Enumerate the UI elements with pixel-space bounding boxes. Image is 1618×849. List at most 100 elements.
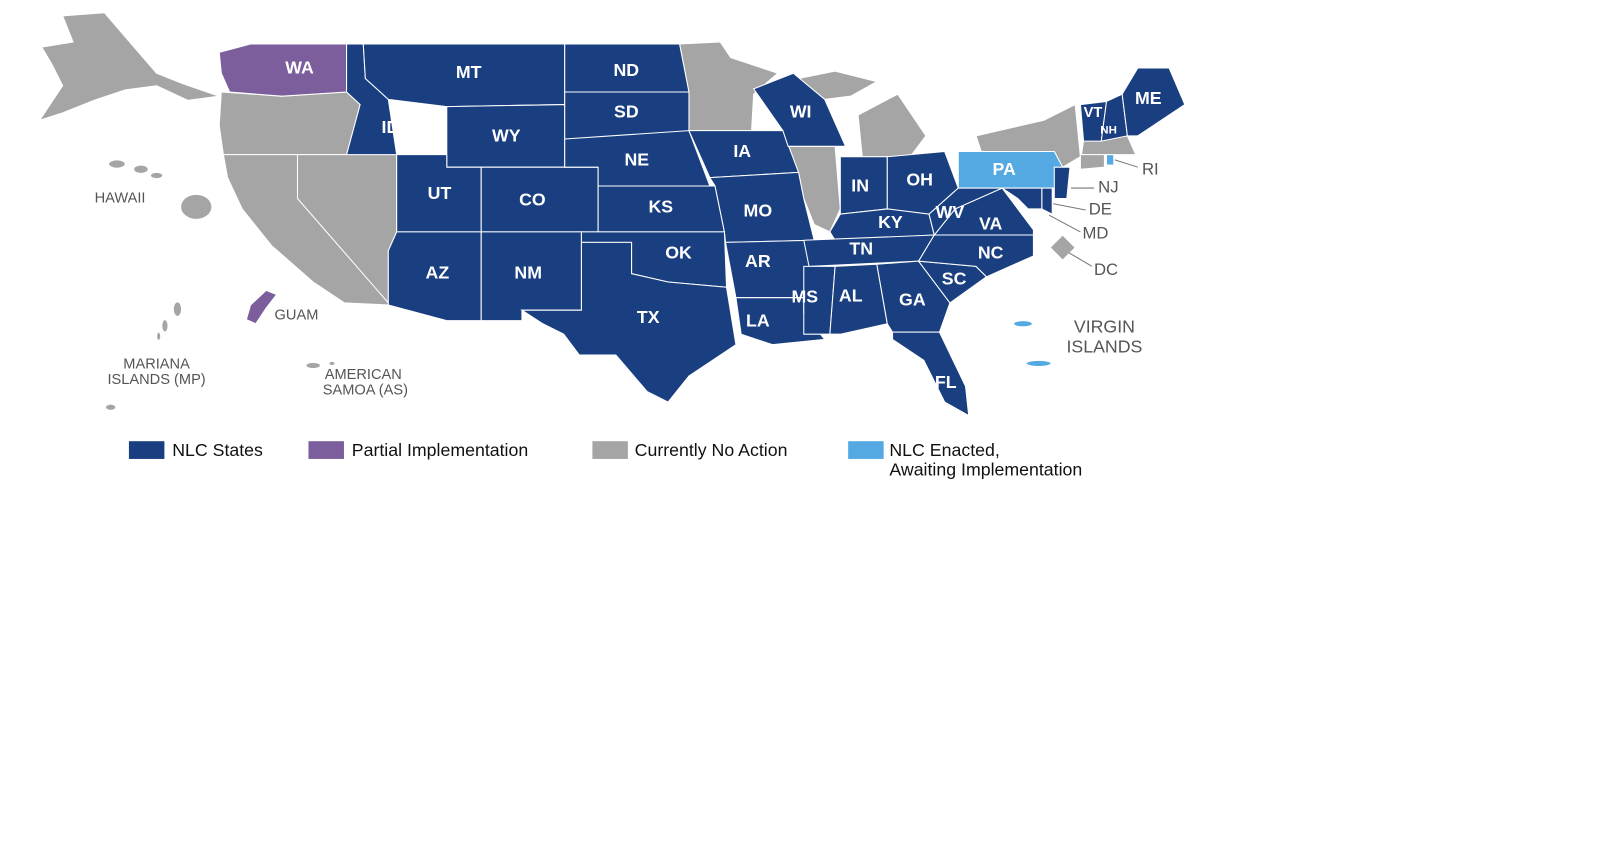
label: AL (839, 285, 863, 305)
label: VA (979, 213, 1003, 233)
region-shape (104, 301, 183, 411)
label: MT (456, 62, 482, 82)
leader-line (1068, 252, 1093, 267)
label: SD (614, 102, 639, 122)
label: NLC States (172, 440, 263, 460)
label: AMERICAN (325, 367, 402, 383)
shape (218, 91, 361, 156)
label: TX (637, 307, 660, 327)
shape (1079, 154, 1105, 170)
legend-swatch (307, 440, 345, 460)
label: WI (790, 102, 812, 122)
legend-swatch (127, 440, 166, 460)
region-shape (891, 331, 970, 417)
label: WV (936, 202, 965, 222)
label: SC (942, 269, 967, 289)
label: AZ (426, 262, 450, 282)
label: NLC Enacted, (889, 440, 999, 460)
label: NM (514, 262, 542, 282)
shape (1025, 359, 1052, 368)
shape (180, 193, 213, 220)
label: Awaiting Implementation (889, 460, 1082, 480)
label: KS (648, 197, 673, 217)
label: GA (899, 289, 926, 309)
region-shape (245, 289, 278, 325)
label: DC (1094, 260, 1118, 279)
region-shape (1105, 154, 1115, 166)
label: FL (935, 372, 957, 392)
region-shape (305, 360, 336, 370)
region-shape (1041, 187, 1053, 216)
label: DE (1089, 199, 1112, 218)
label: LA (746, 310, 770, 330)
regions (104, 43, 1186, 417)
legend-swatch (847, 440, 885, 460)
leader-lines (1048, 159, 1138, 267)
label: ND (614, 60, 640, 80)
shape (38, 12, 220, 122)
region-shape (520, 241, 737, 403)
region-shape (1013, 320, 1052, 368)
region-shape (803, 265, 836, 335)
region-shape (1049, 234, 1076, 261)
region-shape (1121, 67, 1186, 137)
label: MO (744, 201, 773, 221)
label: MARIANA (123, 356, 190, 372)
legend-swatch (591, 440, 629, 460)
label: NH (1100, 125, 1117, 137)
shape (1013, 320, 1033, 328)
label: RI (1142, 160, 1159, 179)
shape (857, 93, 927, 158)
shape (108, 159, 126, 169)
label: VIRGIN (1074, 317, 1135, 337)
region-shape (218, 43, 348, 97)
label: CO (519, 189, 546, 209)
region-shape (1053, 166, 1071, 200)
shape (305, 361, 321, 370)
region-shape (1000, 187, 1043, 210)
label: MS (792, 286, 819, 306)
label: UT (428, 183, 452, 203)
label: ME (1135, 88, 1162, 108)
label: ISLANDS (1066, 336, 1142, 356)
region-shape (829, 263, 888, 335)
shape (149, 171, 164, 180)
label: IN (851, 176, 869, 196)
label: WY (492, 126, 521, 146)
shape (172, 301, 183, 317)
label: GUAM (275, 307, 319, 323)
label: SAMOA (AS) (323, 382, 408, 398)
label: Partial Implementation (352, 440, 528, 460)
shape (156, 331, 162, 341)
label: TN (849, 238, 873, 258)
label: OK (665, 243, 692, 263)
label: NC (978, 243, 1004, 263)
label: MD (1082, 223, 1108, 242)
label: PA (993, 159, 1017, 179)
shape (133, 164, 149, 174)
shape (104, 403, 117, 411)
label: NJ (1098, 177, 1118, 196)
label: ISLANDS (MP) (107, 372, 205, 388)
label: AR (745, 251, 771, 271)
label: WA (285, 58, 314, 78)
label: VT (1084, 105, 1103, 121)
label: ID (382, 117, 400, 137)
legend: NLC States Partial Implementation Curren… (127, 440, 1082, 480)
label: HAWAII (95, 190, 146, 206)
label: Currently No Action (635, 440, 788, 460)
region-shape (108, 159, 213, 220)
label: OH (906, 169, 933, 189)
labels: WA ID MT WY UT CO AZ NM ND SD NE KS OK T… (95, 58, 1162, 399)
label: NE (624, 150, 649, 170)
leader-line (1048, 214, 1081, 233)
region-shape (752, 72, 847, 147)
leader-line (1114, 159, 1138, 168)
label: IA (733, 141, 751, 161)
label: KY (878, 212, 903, 232)
shape (161, 319, 169, 333)
shape (328, 360, 336, 367)
leader-line (1053, 203, 1086, 211)
